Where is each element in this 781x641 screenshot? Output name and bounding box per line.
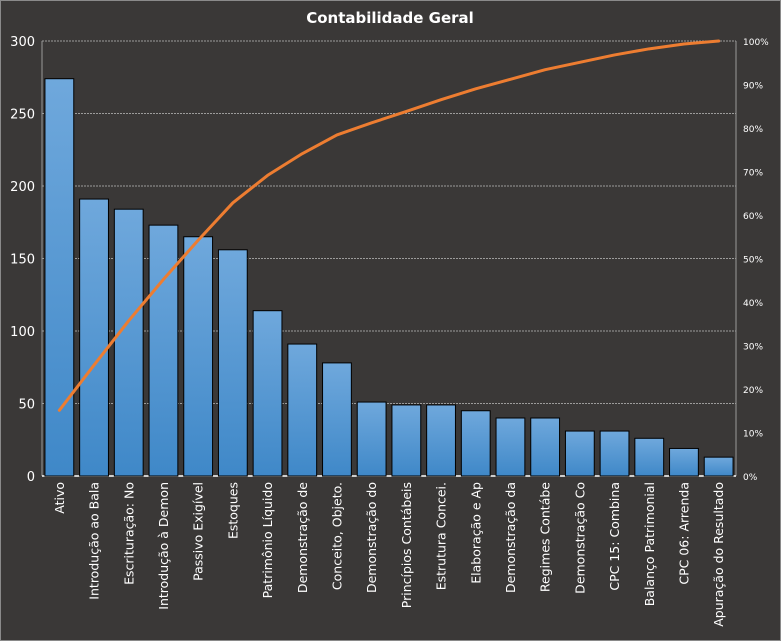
bar [79,198,109,477]
bar [669,447,699,477]
x-tick-label: Passivo Exigível [191,482,206,581]
chart-title: Contabilidade Geral [306,9,474,27]
x-tick-label: Patrimônio Líquido [260,482,275,598]
x-tick-label: Introdução à Demon [156,482,171,610]
bar [426,404,456,477]
x-tick-label: Princípios Contábeis [399,482,414,608]
bar [252,310,283,477]
bar [495,417,526,477]
cumulative-line [57,39,721,412]
y2-tick-label: 70% [743,169,763,179]
x-tick-label: Apuração do Resultado [711,482,726,627]
x-tick-label: Balanço Patrimonial [642,482,657,606]
y-tick-label: 150 [10,253,35,268]
y2-tick-label: 20% [743,386,763,396]
y2-tick-label: 10% [743,430,763,440]
x-tick-label: Demonstração de [295,482,310,593]
x-tick-label: Estoques [225,482,240,539]
y2-tick-label: 90% [743,82,763,92]
x-tick-label: Regimes Contábe [538,482,553,592]
y2-tick-label: 50% [743,256,763,266]
x-tick-label: Demonstração da [503,482,518,593]
y2-tick-label: 100% [743,38,769,48]
x-tick-label: Demonstração Co [572,482,587,594]
y2-tick-label: 40% [743,299,763,309]
x-tick-label: Demonstração do [364,482,379,593]
y2-tick-label: 0% [743,473,758,483]
x-tick-label: CPC 15: Combina [607,482,622,591]
y-tick-label: 0 [27,470,35,485]
x-tick-label: CPC 06: Arrenda [676,482,691,585]
x-tick-label: Elaboração e Ap [468,482,483,584]
bar [183,236,214,477]
bar [564,430,595,477]
bar [148,224,179,477]
x-tick-label: Escrituração: No [121,482,136,585]
bar [530,417,561,477]
x-tick-label: Introdução ao Bala [87,482,102,600]
y-tick-label: 100 [10,325,35,340]
y-tick-label: 250 [10,108,35,123]
bar [113,208,144,477]
x-tick-label: Ativo [52,482,67,514]
bar [44,78,75,477]
x-tick-label: Conceito, Objeto. [329,482,344,590]
y-tick-label: 200 [10,180,35,195]
bar [599,430,630,477]
bar [322,362,352,477]
y2-tick-label: 80% [743,125,763,135]
bar [287,343,318,477]
y2-tick-label: 30% [743,343,763,353]
y-tick-label: 300 [10,35,35,50]
bar [703,456,734,477]
bar [391,404,422,477]
bar [460,410,491,477]
x-tick-label: Estrutura Concei. [434,482,449,590]
bar [634,437,665,477]
y-tick-label: 50 [18,398,35,413]
bar [217,249,248,477]
y2-tick-label: 60% [743,212,763,222]
bar [356,401,387,477]
